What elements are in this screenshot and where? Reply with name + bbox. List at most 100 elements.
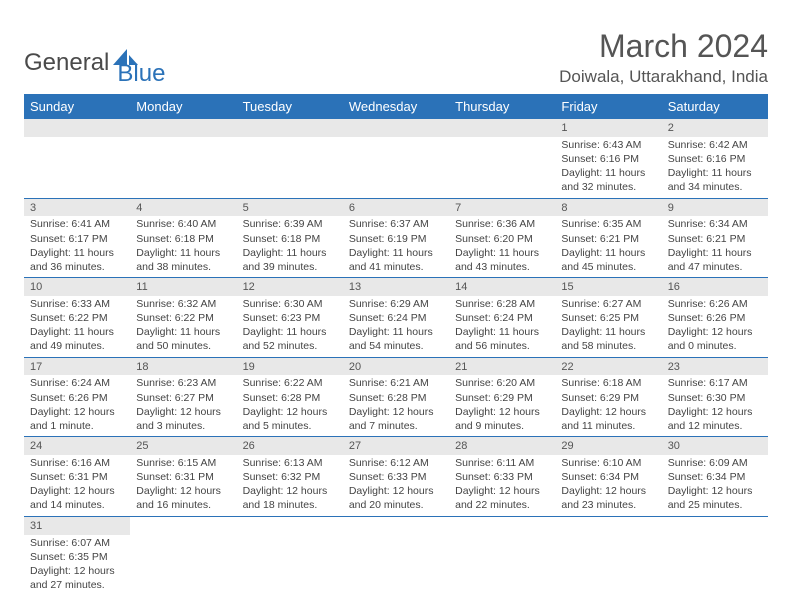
day-details: Sunrise: 6:34 AMSunset: 6:21 PMDaylight:… [662, 216, 768, 277]
day-details: Sunrise: 6:43 AMSunset: 6:16 PMDaylight:… [555, 137, 661, 198]
calendar-row: 17Sunrise: 6:24 AMSunset: 6:26 PMDayligh… [24, 357, 768, 437]
weekday-header-row: Sunday Monday Tuesday Wednesday Thursday… [24, 94, 768, 119]
calendar-cell: 23Sunrise: 6:17 AMSunset: 6:30 PMDayligh… [662, 357, 768, 437]
day-number-empty [449, 119, 555, 137]
day-details: Sunrise: 6:18 AMSunset: 6:29 PMDaylight:… [555, 375, 661, 436]
day-details: Sunrise: 6:12 AMSunset: 6:33 PMDaylight:… [343, 455, 449, 516]
day-number: 15 [555, 278, 661, 296]
sunset-line: Sunset: 6:32 PM [243, 470, 337, 484]
day-number: 19 [237, 358, 343, 376]
calendar-cell: 18Sunrise: 6:23 AMSunset: 6:27 PMDayligh… [130, 357, 236, 437]
calendar-cell: 20Sunrise: 6:21 AMSunset: 6:28 PMDayligh… [343, 357, 449, 437]
logo-text-blue: Blue [117, 60, 165, 88]
calendar-cell: 26Sunrise: 6:13 AMSunset: 6:32 PMDayligh… [237, 437, 343, 517]
day-number: 20 [343, 358, 449, 376]
daylight-line: Daylight: 11 hours and 38 minutes. [136, 246, 230, 274]
calendar-cell [130, 119, 236, 198]
sunset-line: Sunset: 6:31 PM [136, 470, 230, 484]
day-number: 1 [555, 119, 661, 137]
calendar-cell [24, 119, 130, 198]
sunrise-line: Sunrise: 6:10 AM [561, 456, 655, 470]
header: General Blue March 2024 Doiwala, Uttarak… [24, 28, 768, 88]
sunrise-line: Sunrise: 6:11 AM [455, 456, 549, 470]
day-details: Sunrise: 6:37 AMSunset: 6:19 PMDaylight:… [343, 216, 449, 277]
calendar-cell [237, 119, 343, 198]
daylight-line: Daylight: 11 hours and 39 minutes. [243, 246, 337, 274]
calendar-cell: 5Sunrise: 6:39 AMSunset: 6:18 PMDaylight… [237, 198, 343, 278]
day-details: Sunrise: 6:28 AMSunset: 6:24 PMDaylight:… [449, 296, 555, 357]
sunset-line: Sunset: 6:22 PM [136, 311, 230, 325]
calendar-cell: 28Sunrise: 6:11 AMSunset: 6:33 PMDayligh… [449, 437, 555, 517]
sunset-line: Sunset: 6:16 PM [668, 152, 762, 166]
sunrise-line: Sunrise: 6:17 AM [668, 376, 762, 390]
calendar-cell: 13Sunrise: 6:29 AMSunset: 6:24 PMDayligh… [343, 278, 449, 358]
calendar-cell [237, 516, 343, 595]
day-number: 30 [662, 437, 768, 455]
daylight-line: Daylight: 12 hours and 12 minutes. [668, 405, 762, 433]
calendar-cell [130, 516, 236, 595]
sunrise-line: Sunrise: 6:40 AM [136, 217, 230, 231]
daylight-line: Daylight: 12 hours and 25 minutes. [668, 484, 762, 512]
daylight-line: Daylight: 11 hours and 54 minutes. [349, 325, 443, 353]
location: Doiwala, Uttarakhand, India [559, 67, 768, 87]
calendar-cell: 17Sunrise: 6:24 AMSunset: 6:26 PMDayligh… [24, 357, 130, 437]
sunrise-line: Sunrise: 6:13 AM [243, 456, 337, 470]
day-details: Sunrise: 6:35 AMSunset: 6:21 PMDaylight:… [555, 216, 661, 277]
day-details: Sunrise: 6:39 AMSunset: 6:18 PMDaylight:… [237, 216, 343, 277]
sunrise-line: Sunrise: 6:27 AM [561, 297, 655, 311]
calendar-cell: 19Sunrise: 6:22 AMSunset: 6:28 PMDayligh… [237, 357, 343, 437]
daylight-line: Daylight: 12 hours and 9 minutes. [455, 405, 549, 433]
calendar-cell: 30Sunrise: 6:09 AMSunset: 6:34 PMDayligh… [662, 437, 768, 517]
sunrise-line: Sunrise: 6:34 AM [668, 217, 762, 231]
calendar-row: 3Sunrise: 6:41 AMSunset: 6:17 PMDaylight… [24, 198, 768, 278]
sunset-line: Sunset: 6:20 PM [455, 232, 549, 246]
sunset-line: Sunset: 6:28 PM [349, 391, 443, 405]
day-number: 31 [24, 517, 130, 535]
day-details: Sunrise: 6:10 AMSunset: 6:34 PMDaylight:… [555, 455, 661, 516]
daylight-line: Daylight: 12 hours and 0 minutes. [668, 325, 762, 353]
daylight-line: Daylight: 11 hours and 34 minutes. [668, 166, 762, 194]
day-details: Sunrise: 6:16 AMSunset: 6:31 PMDaylight:… [24, 455, 130, 516]
sunrise-line: Sunrise: 6:07 AM [30, 536, 124, 550]
daylight-line: Daylight: 12 hours and 7 minutes. [349, 405, 443, 433]
day-number: 10 [24, 278, 130, 296]
sunset-line: Sunset: 6:24 PM [455, 311, 549, 325]
title-block: March 2024 Doiwala, Uttarakhand, India [559, 28, 768, 87]
calendar-cell: 31Sunrise: 6:07 AMSunset: 6:35 PMDayligh… [24, 516, 130, 595]
day-details: Sunrise: 6:41 AMSunset: 6:17 PMDaylight:… [24, 216, 130, 277]
day-number: 7 [449, 199, 555, 217]
sunset-line: Sunset: 6:29 PM [455, 391, 549, 405]
day-number: 23 [662, 358, 768, 376]
daylight-line: Daylight: 12 hours and 22 minutes. [455, 484, 549, 512]
weekday-header: Tuesday [237, 94, 343, 119]
day-number-empty [343, 119, 449, 137]
calendar-cell: 4Sunrise: 6:40 AMSunset: 6:18 PMDaylight… [130, 198, 236, 278]
day-details: Sunrise: 6:30 AMSunset: 6:23 PMDaylight:… [237, 296, 343, 357]
day-number: 27 [343, 437, 449, 455]
day-number: 28 [449, 437, 555, 455]
day-details: Sunrise: 6:15 AMSunset: 6:31 PMDaylight:… [130, 455, 236, 516]
calendar-cell: 7Sunrise: 6:36 AMSunset: 6:20 PMDaylight… [449, 198, 555, 278]
day-details: Sunrise: 6:17 AMSunset: 6:30 PMDaylight:… [662, 375, 768, 436]
calendar-cell: 8Sunrise: 6:35 AMSunset: 6:21 PMDaylight… [555, 198, 661, 278]
day-number: 22 [555, 358, 661, 376]
sunset-line: Sunset: 6:31 PM [30, 470, 124, 484]
daylight-line: Daylight: 12 hours and 18 minutes. [243, 484, 337, 512]
day-details: Sunrise: 6:22 AMSunset: 6:28 PMDaylight:… [237, 375, 343, 436]
day-number: 26 [237, 437, 343, 455]
sunrise-line: Sunrise: 6:15 AM [136, 456, 230, 470]
sunset-line: Sunset: 6:33 PM [349, 470, 443, 484]
daylight-line: Daylight: 11 hours and 41 minutes. [349, 246, 443, 274]
daylight-line: Daylight: 11 hours and 36 minutes. [30, 246, 124, 274]
sunrise-line: Sunrise: 6:37 AM [349, 217, 443, 231]
sunrise-line: Sunrise: 6:41 AM [30, 217, 124, 231]
calendar-cell: 27Sunrise: 6:12 AMSunset: 6:33 PMDayligh… [343, 437, 449, 517]
day-number: 8 [555, 199, 661, 217]
sunrise-line: Sunrise: 6:39 AM [243, 217, 337, 231]
sunrise-line: Sunrise: 6:33 AM [30, 297, 124, 311]
calendar-cell: 14Sunrise: 6:28 AMSunset: 6:24 PMDayligh… [449, 278, 555, 358]
sunset-line: Sunset: 6:27 PM [136, 391, 230, 405]
sunset-line: Sunset: 6:16 PM [561, 152, 655, 166]
weekday-header: Friday [555, 94, 661, 119]
day-number: 24 [24, 437, 130, 455]
